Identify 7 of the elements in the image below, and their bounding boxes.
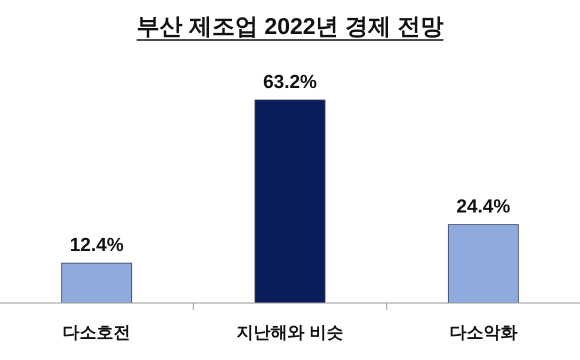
x-tick-label: 지난해와 비슷 bbox=[236, 323, 344, 342]
x-tick-label: 다소악화 bbox=[449, 323, 518, 342]
x-tick-label: 다소호전 bbox=[62, 323, 131, 342]
data-label: 12.4% bbox=[70, 235, 124, 256]
chart-title: 부산 제조업 2022년 경제 전망 bbox=[136, 13, 444, 39]
data-label: 63.2% bbox=[263, 72, 318, 93]
data-label: 24.4% bbox=[456, 196, 510, 218]
